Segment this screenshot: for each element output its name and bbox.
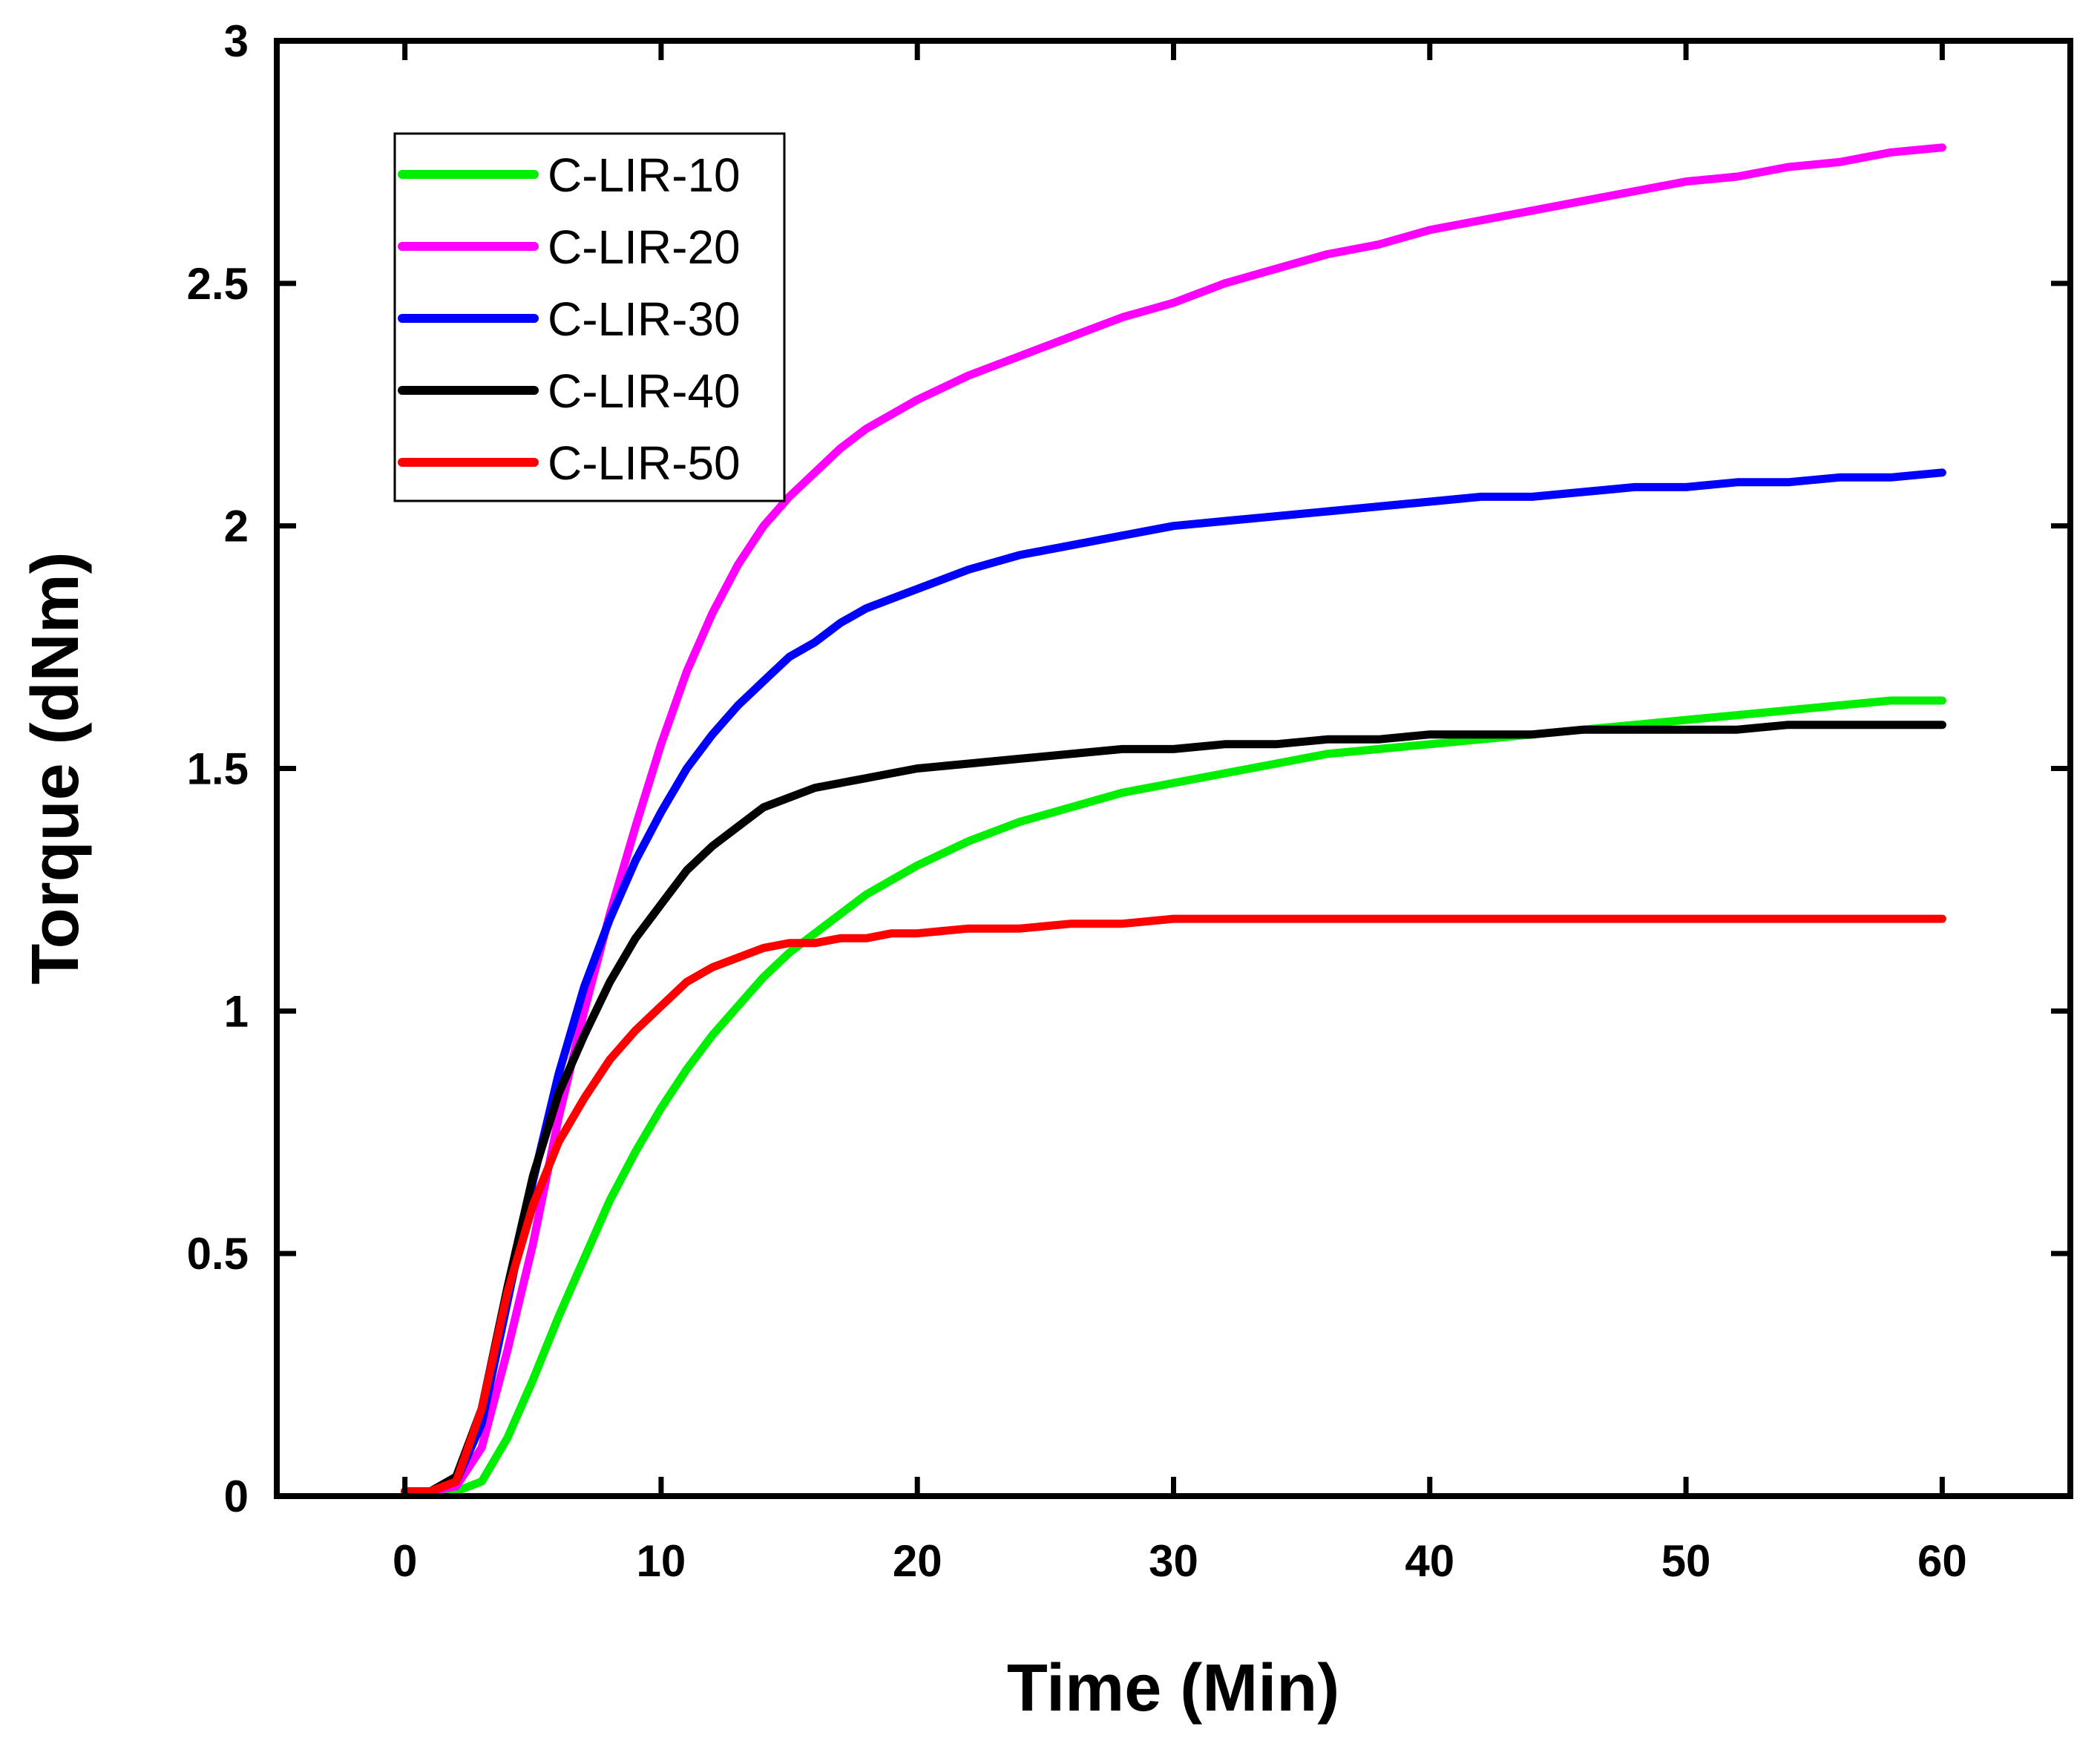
- x-tick-label: 50: [1661, 1536, 1711, 1586]
- series-layer: [401, 143, 1946, 1495]
- ticks-layer: 0 10 20 30 40 50 60 0 0.5 1 1.5 2 2.5 3: [187, 16, 2070, 1586]
- x-tick-label: 0: [393, 1536, 417, 1586]
- series-line-c-lir-30: [401, 468, 1946, 1495]
- legend-label-c-lir-30: C-LIR-30: [548, 292, 741, 346]
- y-tick-label: 2.5: [187, 259, 249, 309]
- x-tick-label: 60: [1917, 1536, 1967, 1586]
- y-tick-label: 0: [224, 1472, 249, 1521]
- x-axis-title: Time (Min): [1007, 1651, 1339, 1725]
- x-tick-label: 10: [637, 1536, 686, 1586]
- x-tick-label: 20: [893, 1536, 942, 1586]
- legend: C-LIR-10 C-LIR-20 C-LIR-30 C-LIR-40 C-LIR-50: [393, 132, 786, 502]
- legend-label-c-lir-20: C-LIR-20: [548, 220, 741, 274]
- x-tick-label: 30: [1149, 1536, 1198, 1586]
- legend-label-c-lir-10: C-LIR-10: [548, 148, 741, 202]
- x-tick-label: 40: [1405, 1536, 1454, 1586]
- y-tick-label: 1: [224, 986, 249, 1036]
- y-tick-label: 2: [224, 502, 249, 551]
- y-tick-label: 1.5: [187, 744, 249, 794]
- legend-label-c-lir-50: C-LIR-50: [548, 436, 741, 490]
- y-axis-title: Torque (dNm): [19, 551, 93, 984]
- y-tick-label: 3: [224, 16, 249, 66]
- series-line-c-lir-40: [401, 721, 1946, 1495]
- series-line-c-lir-50: [401, 914, 1946, 1495]
- y-tick-label: 0.5: [187, 1229, 249, 1279]
- legend-label-c-lir-40: C-LIR-40: [548, 364, 741, 418]
